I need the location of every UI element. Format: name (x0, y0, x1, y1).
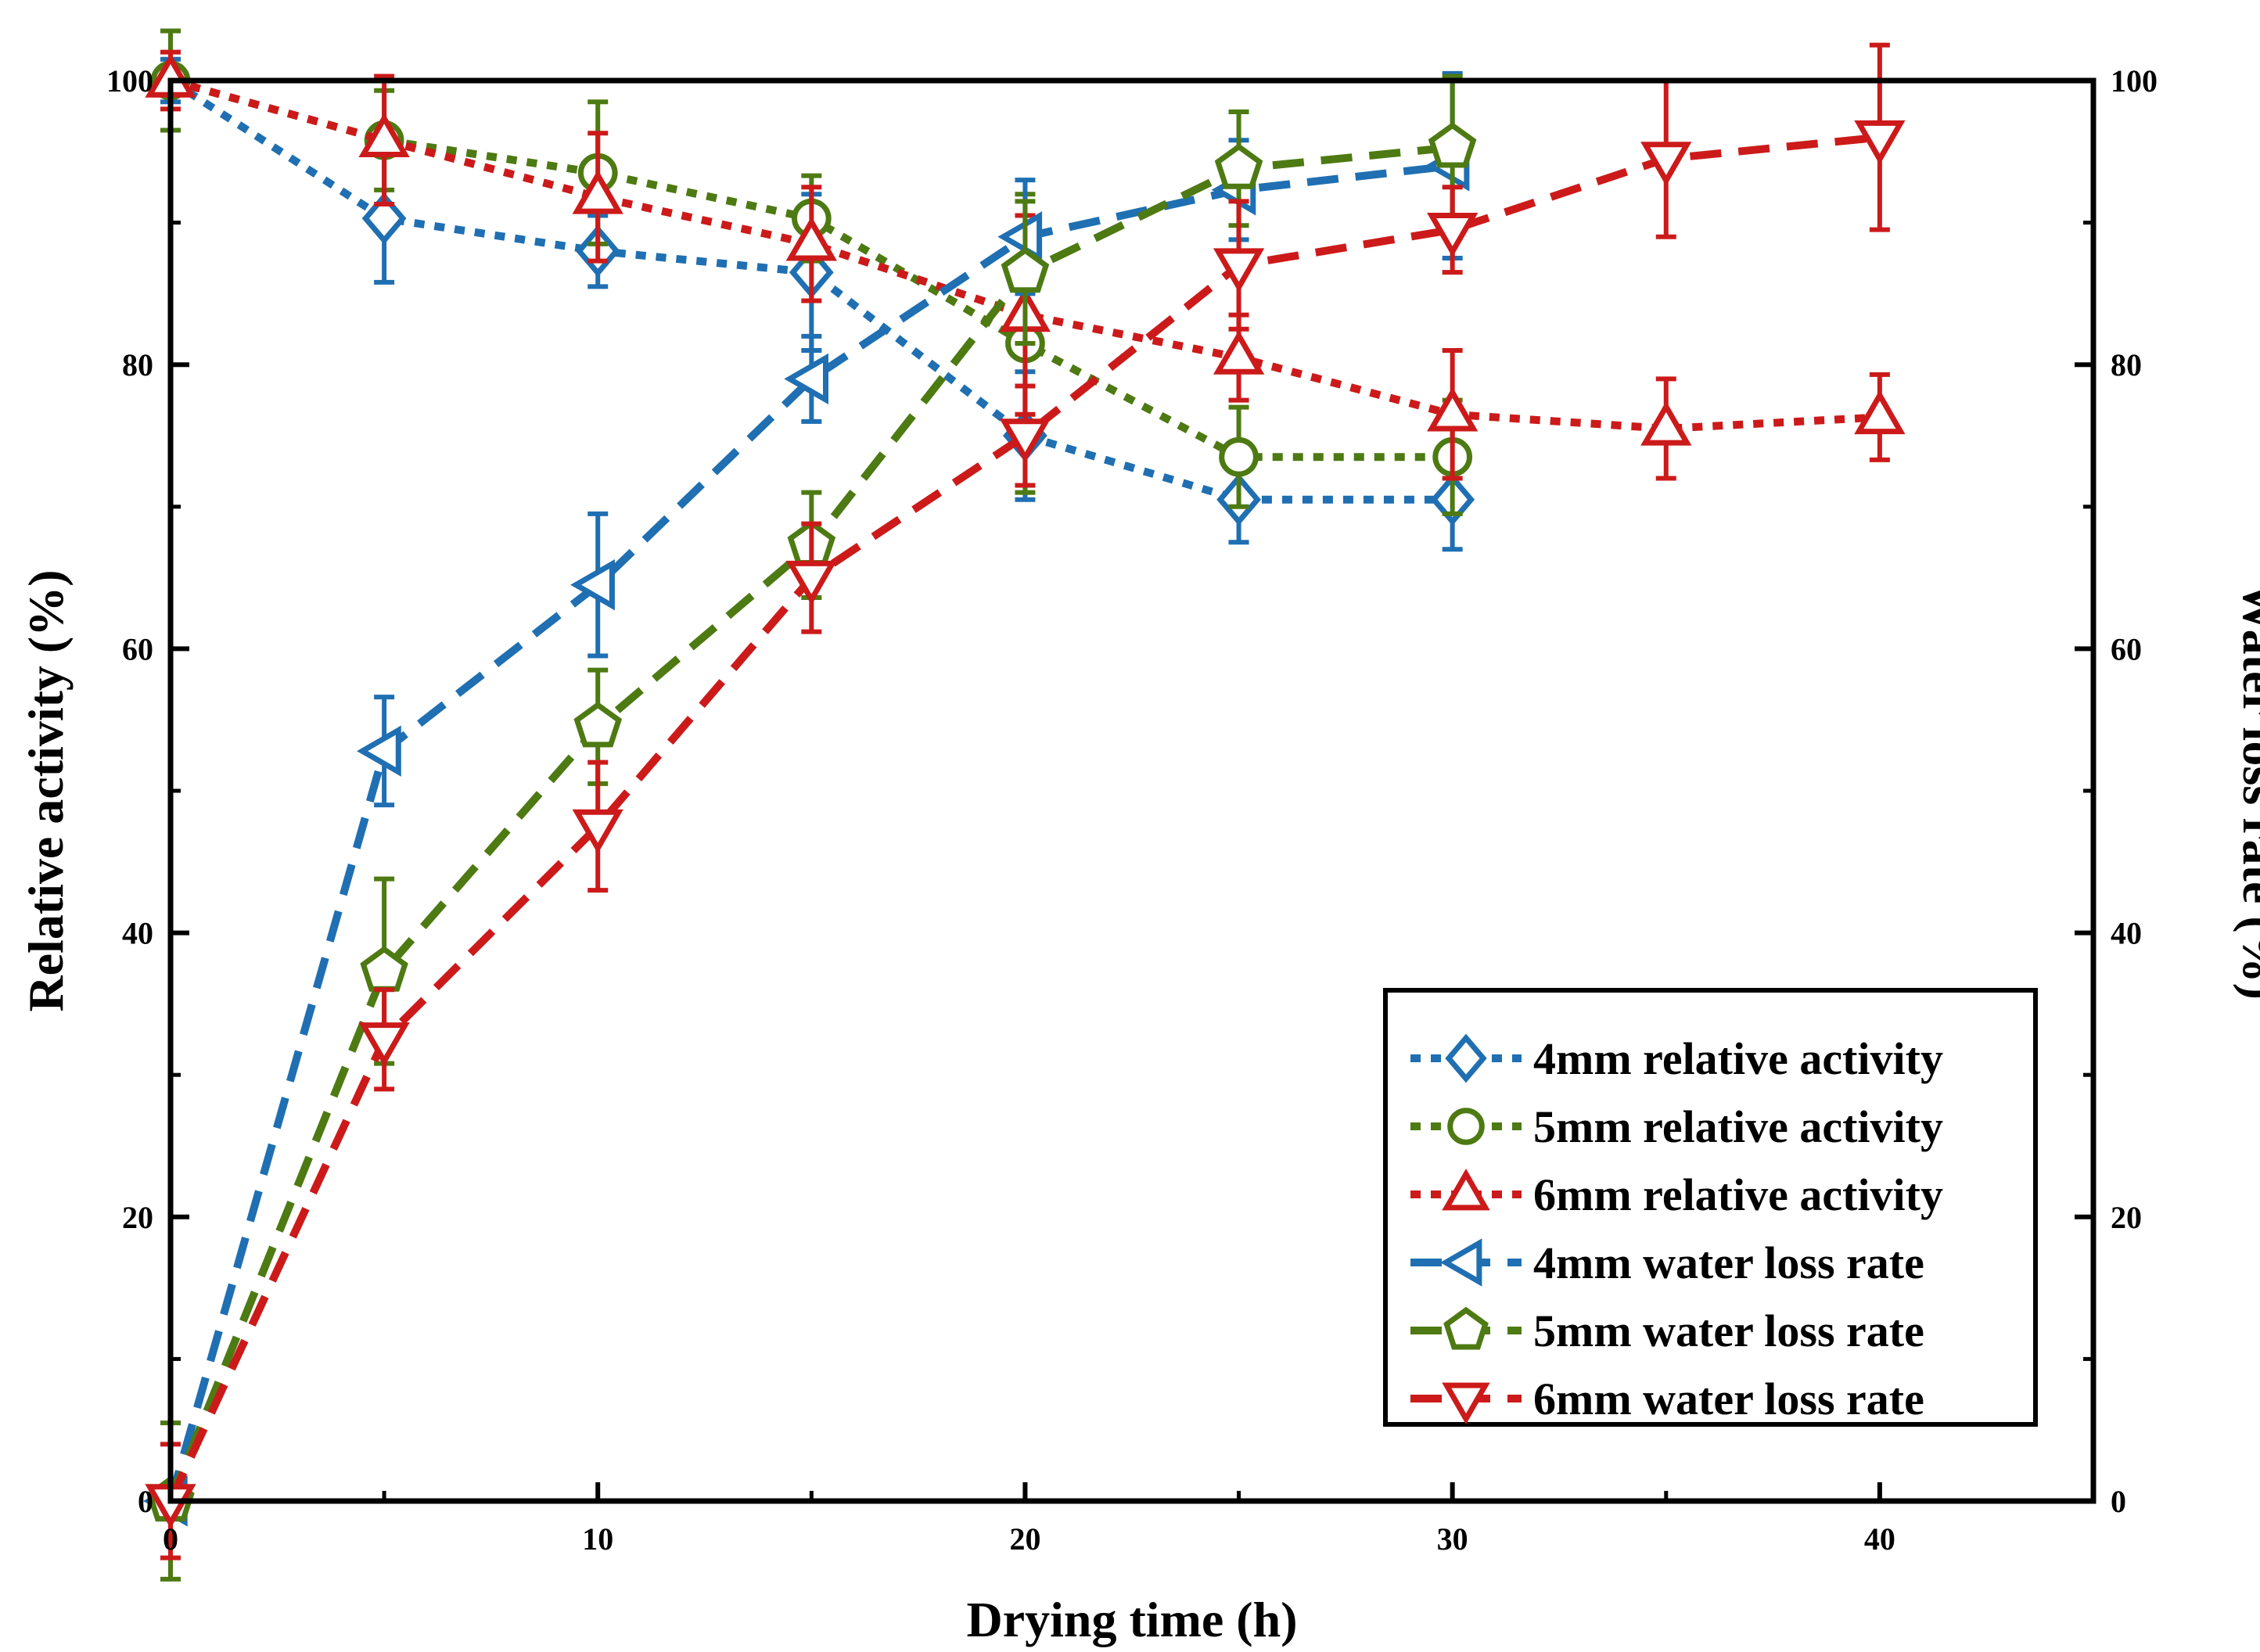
legend-item-5: 5mm water loss rate (1410, 1305, 1924, 1356)
x-tick-label: 0 (163, 1521, 178, 1557)
y-left-tick-label: 40 (122, 916, 153, 951)
y-axis-title-right: Water loss rate (%) (2233, 582, 2260, 1000)
data-point (1428, 122, 1477, 168)
data-point (1214, 143, 1263, 189)
y-left-tick-label: 60 (122, 631, 153, 666)
data-point (1213, 248, 1265, 293)
data-point (785, 216, 837, 261)
legend-item-3: 6mm relative activity (1410, 1168, 1943, 1220)
legend-item-2: 5mm relative activity (1410, 1101, 1943, 1152)
y-left-tick-label: 100 (106, 63, 153, 99)
data-layer (142, 28, 1906, 1582)
x-tick-label: 30 (1437, 1521, 1468, 1557)
data-point (358, 1022, 410, 1067)
data-point (1854, 390, 1906, 435)
legend-marker (1442, 1382, 1490, 1425)
data-point (1001, 246, 1050, 293)
legend-box (1383, 988, 2038, 1427)
data-point (357, 725, 401, 777)
data-point (361, 192, 407, 245)
legend-item-4: 4mm water loss rate (1410, 1237, 1924, 1288)
y-right-tick-label: 80 (2111, 347, 2142, 382)
data-point (785, 560, 837, 605)
data-point (358, 113, 410, 157)
data-point (1219, 436, 1259, 477)
data-point (1640, 142, 1692, 186)
y-left-tick-label: 0 (138, 1484, 153, 1519)
legend-marker (1447, 1108, 1485, 1145)
y-right-tick-label: 100 (2111, 63, 2158, 99)
legend-item-1: 4mm relative activity (1410, 1033, 1943, 1084)
legend-label: 5mm relative activity (1533, 1101, 1943, 1152)
legend-label: 6mm relative activity (1533, 1169, 1943, 1220)
data-point (572, 809, 623, 854)
legend-label: 6mm water loss rate (1533, 1374, 1924, 1424)
x-tick-label: 10 (582, 1521, 613, 1557)
data-point (1213, 330, 1265, 375)
data-point (997, 211, 1043, 263)
legend-label: 4mm relative activity (1533, 1033, 1943, 1084)
data-point (1640, 400, 1692, 446)
legend-marker (1445, 1033, 1487, 1083)
y-right-tick-label: 0 (2111, 1484, 2126, 1519)
x-axis-title: Drying time (h) (966, 1592, 1297, 1647)
y-right-tick-label: 20 (2111, 1200, 2142, 1235)
data-point (1427, 213, 1479, 257)
data-point (572, 169, 623, 214)
data-point (1854, 120, 1906, 165)
data-point (570, 559, 615, 611)
legend: 4mm relative activity 5mm relative activi… (1383, 988, 2038, 1427)
legend-item-6: 6mm water loss rate (1410, 1374, 1924, 1425)
series-line (167, 133, 1881, 1503)
legend-label: 5mm water loss rate (1533, 1305, 1924, 1356)
series-line (169, 77, 1881, 433)
y-left-tick-label: 20 (122, 1200, 153, 1235)
legend-marker (1443, 1306, 1489, 1350)
data-point (1427, 386, 1479, 432)
legend-label: 4mm water loss rate (1533, 1237, 1924, 1288)
y-axis-title-left: Relative activity (%) (18, 569, 74, 1011)
x-tick-label: 20 (1009, 1521, 1040, 1557)
y-left-tick-label: 80 (122, 347, 153, 382)
y-right-tick-label: 60 (2111, 631, 2142, 666)
data-point (573, 701, 623, 748)
legend-marker (1439, 1238, 1482, 1287)
data-point (999, 418, 1051, 464)
x-tick-label: 40 (1864, 1521, 1895, 1557)
data-point (784, 353, 828, 405)
series-6 (145, 42, 1906, 1560)
y-right-tick-label: 40 (2111, 916, 2142, 951)
legend-marker (1442, 1168, 1490, 1211)
